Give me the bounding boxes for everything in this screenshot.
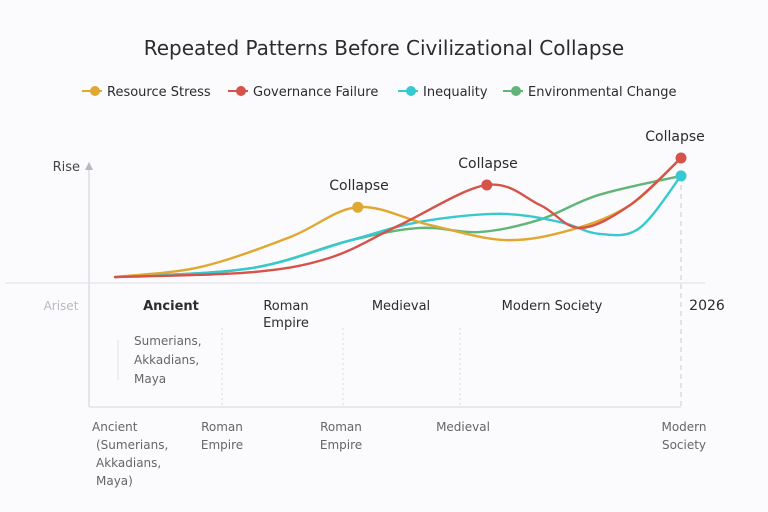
era-label-modern-society: Modern Society <box>502 299 603 314</box>
y-axis-arrow-icon <box>85 162 93 170</box>
x-tick-label: Roman Empire <box>320 420 362 452</box>
legend-item[interactable]: Environmental Change <box>503 85 677 100</box>
collapse-marker <box>481 179 493 191</box>
ancient-note: Sumerians, Akkadians, Maya <box>134 334 202 386</box>
legend-dot-icon <box>236 86 246 96</box>
legend-label: Governance Failure <box>253 85 378 100</box>
era-label-medieval: Medieval <box>372 299 430 314</box>
era-label-2026: 2026 <box>689 298 725 314</box>
x-tick-label: Modern Society <box>661 420 706 452</box>
axes: Rise Ariset <box>5 160 705 408</box>
x-tick-labels: Ancient (Sumerians, Akkadians, Maya) Roman Em… <box>92 420 707 488</box>
x-tick-label: Roman Empire <box>201 420 243 452</box>
era-label-ancient: Ancient <box>143 299 199 314</box>
collapse-annotation: Collapse <box>645 129 705 145</box>
series-line-inequality <box>113 174 683 279</box>
collapse-marker <box>352 201 364 213</box>
x-tick-label: Medieval <box>436 420 490 434</box>
y-axis-label: Rise <box>53 160 80 175</box>
collapse-annotation: Collapse <box>329 178 389 194</box>
end-marker <box>675 152 687 164</box>
legend-label: Resource Stress <box>107 85 211 100</box>
legend-item[interactable]: Inequality <box>398 85 488 100</box>
legend-dot-icon <box>511 86 521 96</box>
legend-dot-icon <box>406 86 416 96</box>
legend-label: Inequality <box>423 85 488 100</box>
legend-dot-icon <box>90 86 100 96</box>
chart-title: Repeated Patterns Before Civilizational … <box>144 36 625 60</box>
series-line-resource-stress <box>113 156 683 279</box>
series-lines <box>113 156 683 279</box>
legend: Resource Stress Governance Failure Inequal… <box>82 85 677 100</box>
era-label-roman-empire: Roman Empire <box>263 299 309 331</box>
markers: Collapse Collapse Collapse <box>329 129 705 213</box>
collapse-annotation: Collapse <box>458 156 518 172</box>
x-tick-label: Ancient (Sumerians, Akkadians, Maya) <box>92 420 168 488</box>
baseline-label: Ariset <box>44 299 79 313</box>
legend-item[interactable]: Resource Stress <box>82 85 211 100</box>
series-line-governance-failure <box>113 156 683 279</box>
end-marker <box>675 170 687 182</box>
era-labels: Ancient Roman Empire Medieval Modern Society… <box>134 298 725 386</box>
legend-label: Environmental Change <box>528 85 677 100</box>
legend-item[interactable]: Governance Failure <box>228 85 378 100</box>
